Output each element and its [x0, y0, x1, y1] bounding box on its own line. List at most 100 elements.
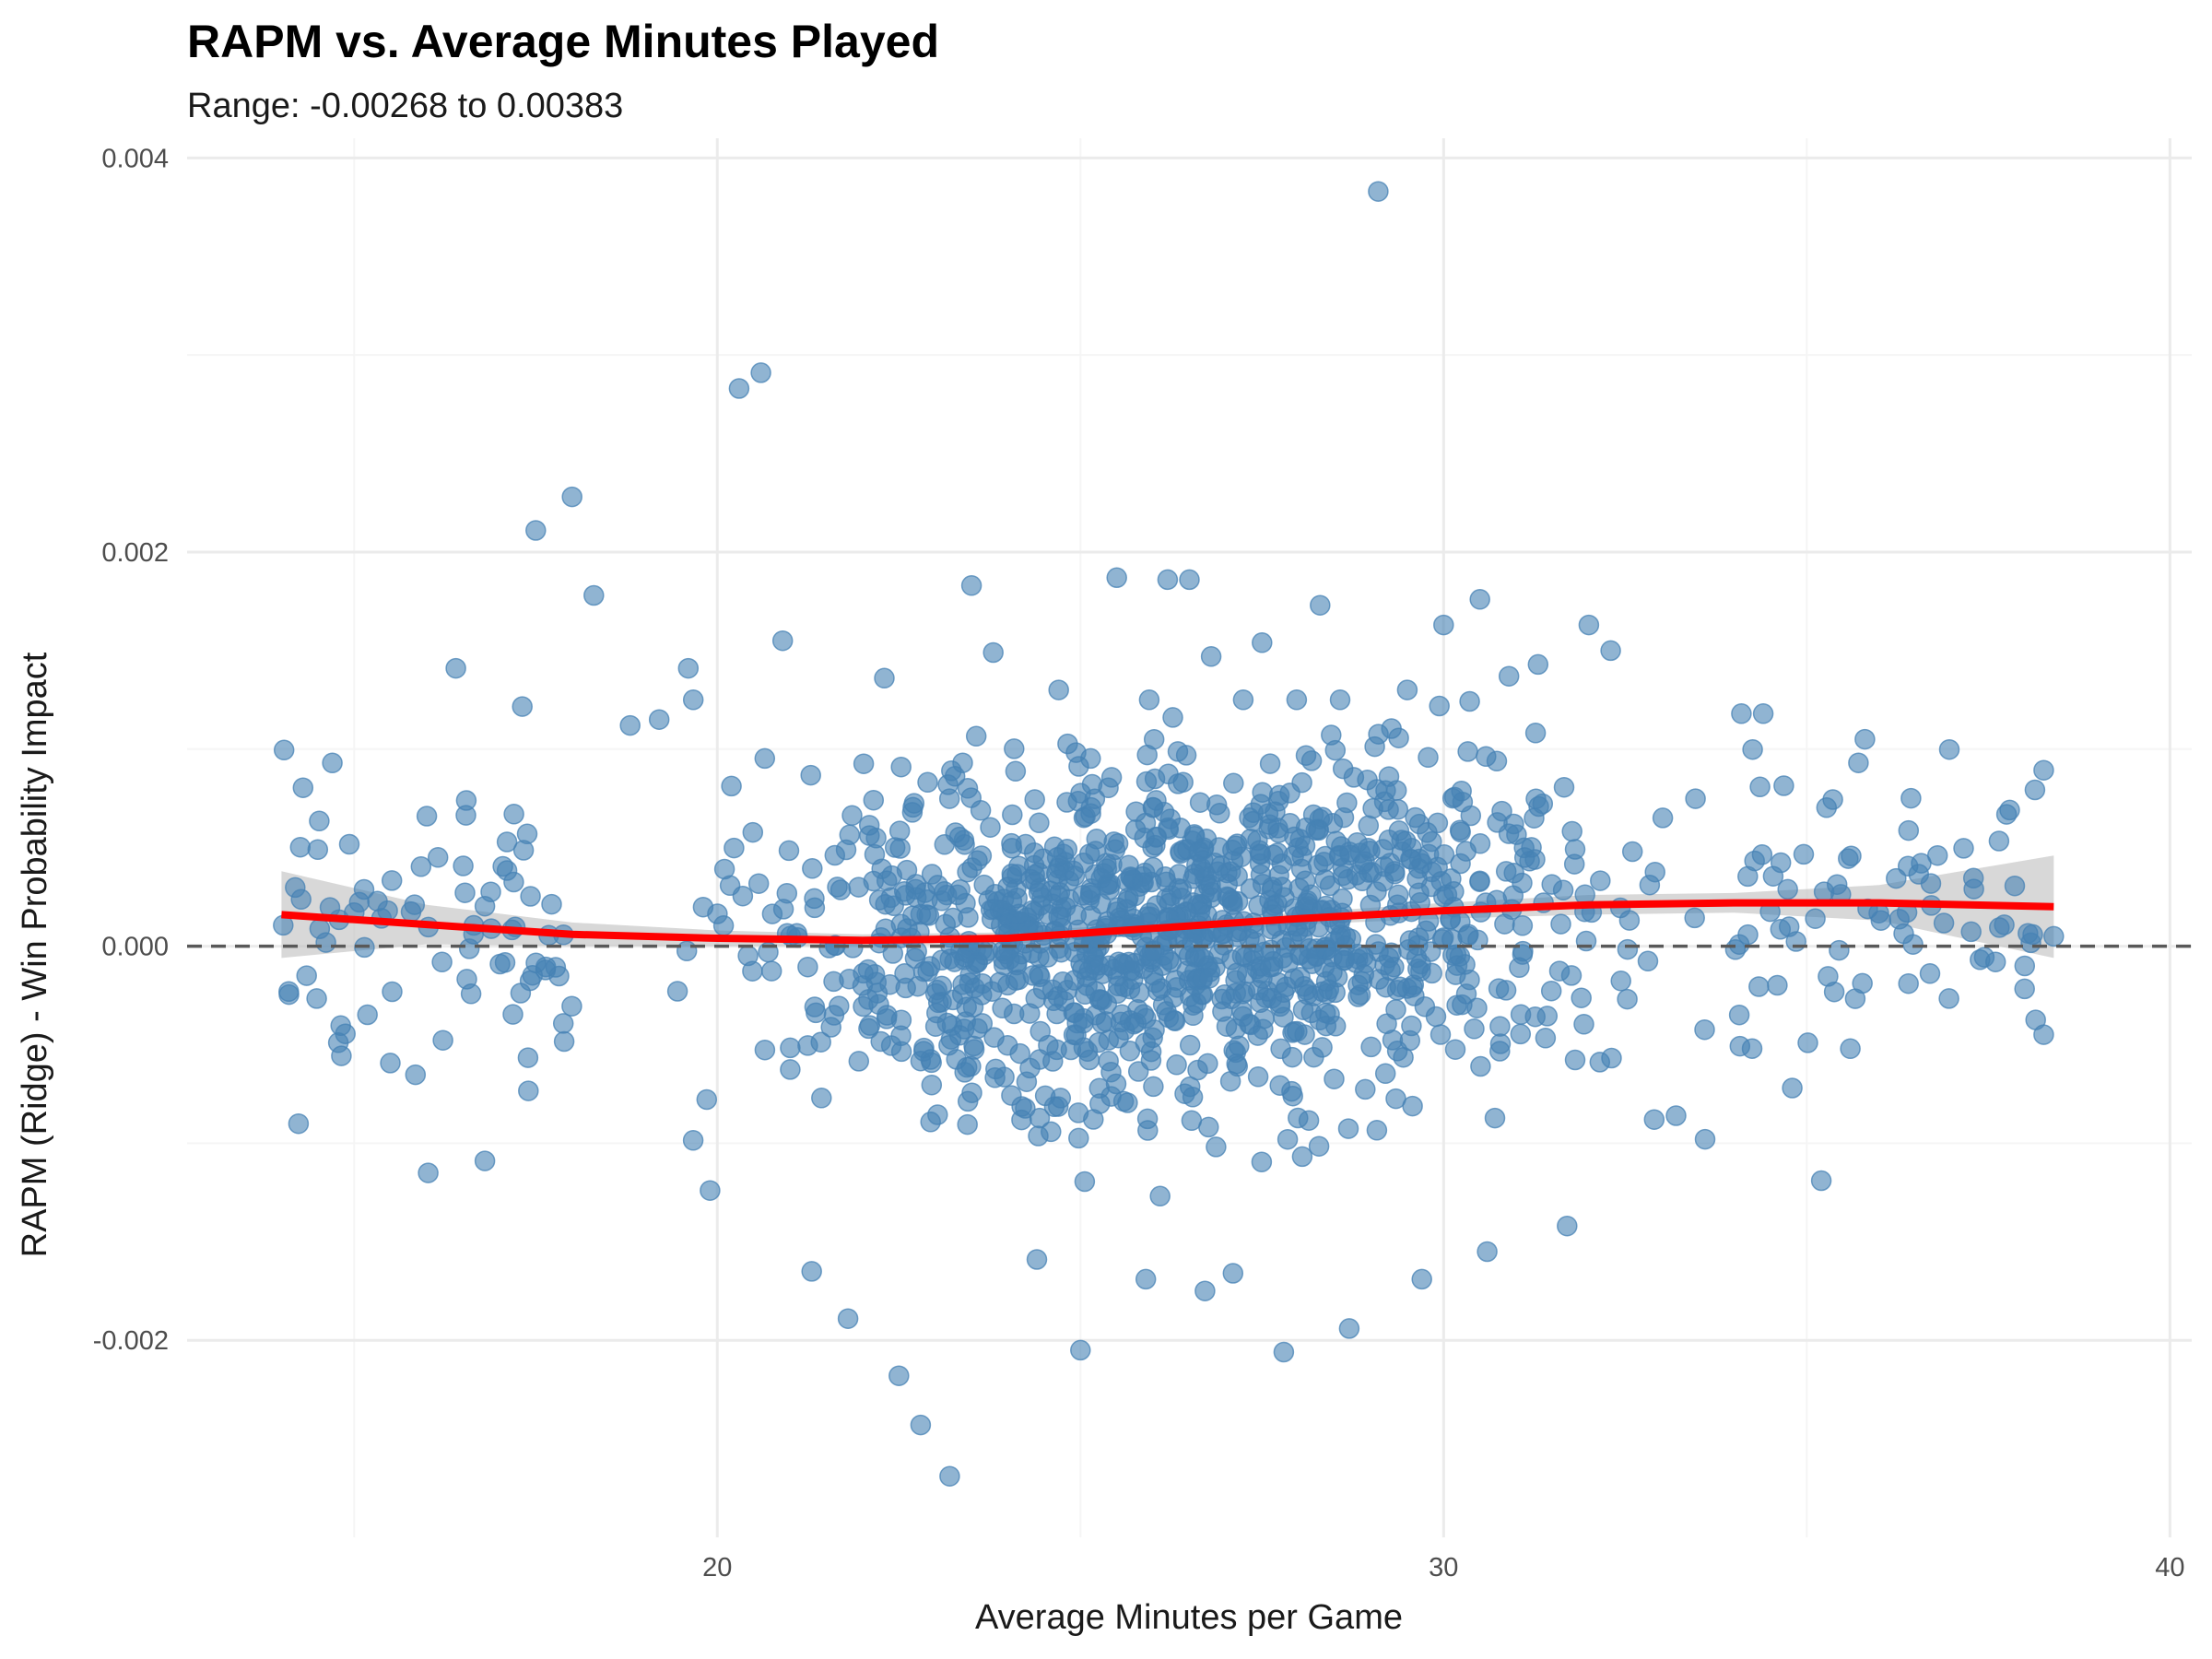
data-point — [997, 877, 1018, 898]
data-point — [1535, 1028, 1557, 1049]
data-point — [1617, 988, 1638, 1010]
data-point — [2024, 779, 2046, 801]
data-point — [1164, 1010, 1186, 1032]
data-point — [1333, 806, 1355, 829]
data-point — [1045, 863, 1067, 885]
data-point — [961, 1082, 982, 1103]
data-point — [1084, 788, 1106, 809]
data-point — [1524, 723, 1547, 744]
data-point — [1469, 589, 1490, 610]
data-point — [1174, 1083, 1195, 1104]
data-point — [696, 1088, 718, 1111]
data-point — [1020, 868, 1041, 890]
data-point — [1416, 920, 1437, 942]
data-point — [1933, 912, 1955, 934]
data-point — [2014, 955, 2036, 977]
data-point — [2022, 924, 2043, 946]
data-point — [1782, 1077, 1803, 1099]
smooth-line-layer — [281, 899, 2054, 945]
data-point — [1141, 940, 1163, 962]
data-point — [1469, 833, 1491, 854]
data-point — [306, 988, 327, 1009]
data-point — [1816, 797, 1838, 818]
data-point — [1309, 1009, 1330, 1031]
data-point — [474, 1150, 496, 1171]
data-point — [1552, 879, 1574, 901]
data-point — [1854, 728, 1876, 750]
data-point — [453, 855, 474, 877]
data-point — [945, 822, 966, 843]
data-point — [1166, 1054, 1187, 1076]
data-point — [1198, 968, 1220, 989]
data-point — [1162, 707, 1183, 728]
data-point — [1548, 960, 1571, 982]
data-point — [910, 1050, 932, 1072]
data-point — [338, 833, 360, 855]
data-point — [1665, 1105, 1687, 1126]
data-point — [1900, 787, 1922, 809]
data-point — [1744, 850, 1765, 872]
data-point — [1197, 1053, 1218, 1075]
data-point — [1117, 1092, 1138, 1113]
data-point — [1107, 897, 1129, 919]
data-point — [1527, 653, 1549, 676]
data-point — [890, 1025, 912, 1047]
data-point — [772, 899, 794, 920]
data-point — [1469, 871, 1490, 892]
data-point — [1021, 942, 1043, 964]
data-point — [1433, 614, 1454, 636]
data-point — [1179, 569, 1200, 591]
data-point — [1728, 1004, 1750, 1026]
x-axis-title: Average Minutes per Game — [975, 1598, 1403, 1637]
data-point — [445, 657, 466, 679]
data-point — [1999, 799, 2020, 821]
data-point — [492, 855, 513, 877]
chart-title: RAPM vs. Average Minutes Played — [187, 16, 939, 67]
data-point — [1389, 976, 1411, 998]
data-point — [1200, 646, 1222, 667]
data-point — [858, 815, 880, 836]
data-point — [1488, 978, 1510, 999]
data-point — [1610, 971, 1631, 992]
data-point — [1421, 962, 1442, 984]
data-point — [1618, 910, 1641, 931]
data-point — [1281, 1080, 1302, 1102]
data-point — [1852, 972, 1873, 994]
data-point — [1366, 1120, 1388, 1141]
data-point — [1652, 807, 1674, 829]
data-point — [1737, 924, 1759, 946]
data-point — [1099, 878, 1120, 900]
data-point — [920, 1112, 941, 1133]
data-point — [1029, 1049, 1051, 1070]
data-point — [1175, 901, 1197, 924]
data-point — [1227, 1055, 1249, 1077]
data-point — [1208, 943, 1230, 965]
data-point — [1119, 1009, 1141, 1031]
data-point — [1382, 1030, 1404, 1051]
data-point — [1621, 841, 1643, 863]
data-point — [1919, 963, 1941, 984]
data-point — [1489, 1016, 1511, 1037]
data-point — [1072, 885, 1093, 906]
data-point — [1310, 594, 1331, 616]
data-point — [918, 905, 940, 926]
data-point — [1216, 1016, 1238, 1037]
data-point — [1002, 804, 1023, 826]
data-point — [1157, 569, 1179, 591]
data-point — [910, 1414, 932, 1436]
y-axis-title: RAPM (Ridge) - Win Probability Impact — [16, 652, 54, 1257]
data-point — [1149, 1185, 1171, 1207]
data-point — [307, 839, 329, 861]
data-point — [1138, 689, 1160, 711]
data-point — [837, 1308, 859, 1329]
data-point — [382, 981, 403, 1003]
data-point — [309, 918, 331, 939]
data-point — [912, 960, 935, 982]
data-point — [801, 1261, 822, 1282]
data-point — [1127, 1061, 1149, 1082]
data-point — [431, 951, 453, 973]
data-point — [712, 915, 735, 936]
data-point — [888, 1365, 910, 1386]
data-point — [1206, 794, 1228, 816]
data-point — [692, 896, 714, 918]
